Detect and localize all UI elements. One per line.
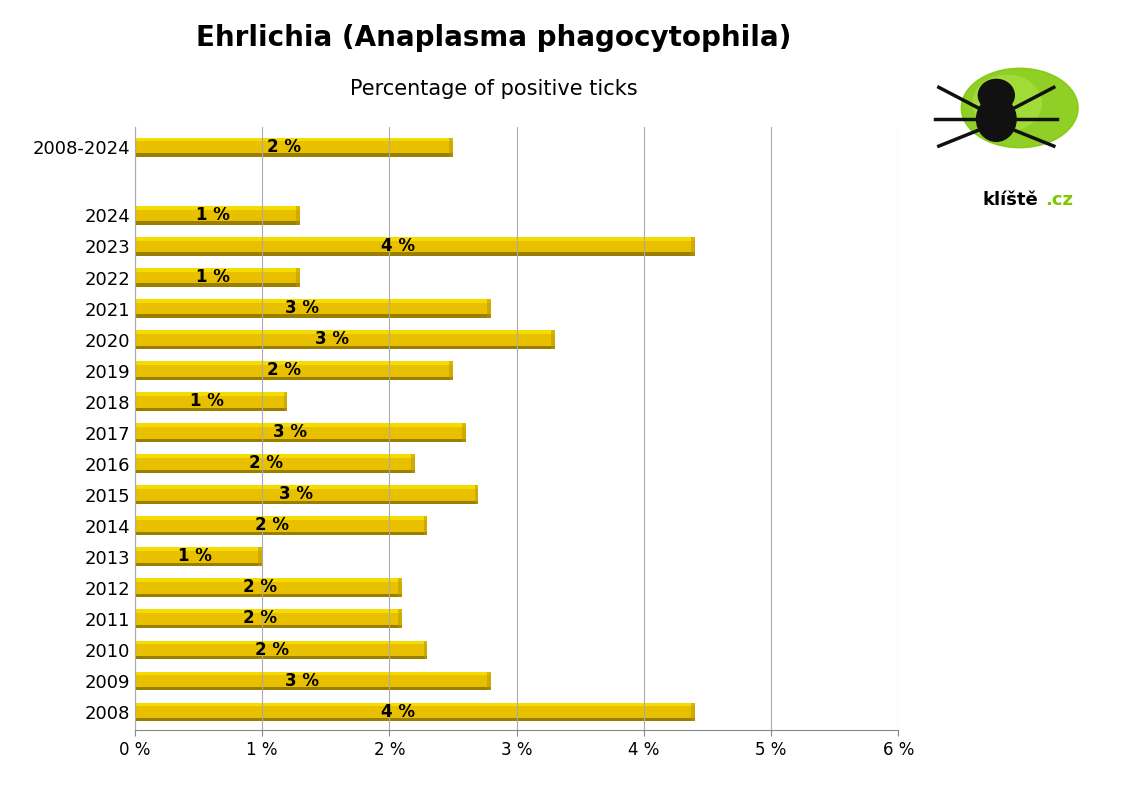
Bar — [135, 454, 414, 457]
Ellipse shape — [961, 68, 1078, 148]
Bar — [135, 642, 428, 656]
Bar — [135, 563, 262, 566]
Bar — [423, 641, 428, 659]
Bar — [399, 610, 402, 628]
Bar — [551, 330, 555, 349]
Bar — [135, 516, 428, 520]
Text: 3 %: 3 % — [285, 299, 319, 318]
Bar — [135, 611, 402, 625]
Bar — [135, 425, 466, 438]
Bar — [135, 314, 491, 318]
Bar — [135, 138, 453, 141]
Text: 3 %: 3 % — [316, 330, 349, 349]
Text: Ehrlichia (Anaplasma phagocytophila): Ehrlichia (Anaplasma phagocytophila) — [197, 24, 792, 52]
Bar — [135, 268, 300, 272]
Bar — [135, 579, 402, 582]
Bar — [135, 501, 478, 504]
Text: klíště: klíště — [983, 191, 1039, 209]
Bar — [135, 625, 402, 628]
Bar — [135, 153, 453, 156]
Bar — [475, 485, 478, 504]
Text: 2 %: 2 % — [244, 610, 277, 627]
Text: 2 %: 2 % — [267, 361, 301, 380]
Text: 3 %: 3 % — [280, 485, 313, 503]
Ellipse shape — [977, 97, 1016, 141]
Bar — [135, 718, 695, 721]
Bar — [399, 579, 402, 597]
Bar — [135, 703, 695, 706]
Bar — [135, 208, 300, 222]
Bar — [135, 673, 491, 687]
Bar — [135, 345, 555, 349]
Bar — [135, 656, 428, 659]
Bar — [135, 532, 428, 535]
Bar — [135, 206, 300, 210]
Bar — [487, 299, 491, 318]
Text: 2 %: 2 % — [255, 641, 290, 658]
Bar — [135, 487, 478, 501]
Bar — [449, 138, 453, 156]
Bar — [135, 270, 300, 283]
Bar — [135, 518, 428, 532]
Bar — [135, 423, 466, 426]
Bar — [135, 283, 300, 287]
Bar — [135, 301, 491, 314]
Text: 1 %: 1 % — [195, 206, 229, 224]
Bar — [423, 516, 428, 535]
Bar — [296, 206, 300, 225]
Bar — [135, 438, 466, 442]
Bar — [135, 361, 453, 364]
Bar — [135, 549, 262, 563]
Text: 2 %: 2 % — [244, 579, 277, 596]
Bar — [691, 237, 695, 256]
Bar — [135, 394, 287, 407]
Text: 2 %: 2 % — [255, 516, 290, 534]
Bar — [135, 330, 555, 333]
Bar — [135, 641, 428, 644]
Text: Percentage of positive ticks: Percentage of positive ticks — [350, 79, 638, 99]
Text: 4 %: 4 % — [381, 703, 416, 720]
Bar — [296, 268, 300, 287]
Bar — [135, 392, 287, 395]
Bar — [487, 672, 491, 690]
Bar — [135, 222, 300, 225]
Bar — [135, 580, 402, 594]
Bar — [258, 547, 262, 566]
Bar — [135, 547, 262, 551]
Bar — [411, 454, 414, 473]
Bar — [462, 423, 466, 442]
Bar — [449, 361, 453, 380]
Text: .cz: .cz — [1046, 191, 1074, 209]
Bar — [135, 237, 695, 241]
Circle shape — [978, 79, 1014, 111]
Text: 1 %: 1 % — [195, 268, 229, 286]
Bar — [135, 485, 478, 489]
Text: 4 %: 4 % — [381, 237, 416, 255]
Bar — [691, 703, 695, 721]
Bar — [135, 456, 414, 469]
Bar — [135, 704, 695, 718]
Bar — [135, 469, 414, 473]
Bar — [135, 299, 491, 303]
Bar — [135, 363, 453, 376]
Text: 3 %: 3 % — [273, 423, 308, 441]
Ellipse shape — [973, 75, 1041, 131]
Bar — [135, 687, 491, 690]
Bar — [135, 610, 402, 613]
Text: 2 %: 2 % — [267, 138, 301, 156]
Text: 1 %: 1 % — [190, 392, 223, 410]
Bar — [135, 376, 453, 380]
Bar — [135, 407, 287, 411]
Bar — [284, 392, 287, 411]
Text: 2 %: 2 % — [249, 454, 283, 472]
Bar — [135, 332, 555, 345]
Text: 3 %: 3 % — [285, 672, 319, 689]
Bar — [135, 140, 453, 153]
Text: 1 %: 1 % — [177, 547, 211, 565]
Bar — [135, 239, 695, 252]
Bar — [135, 672, 491, 675]
Bar — [135, 252, 695, 256]
Bar — [135, 594, 402, 597]
